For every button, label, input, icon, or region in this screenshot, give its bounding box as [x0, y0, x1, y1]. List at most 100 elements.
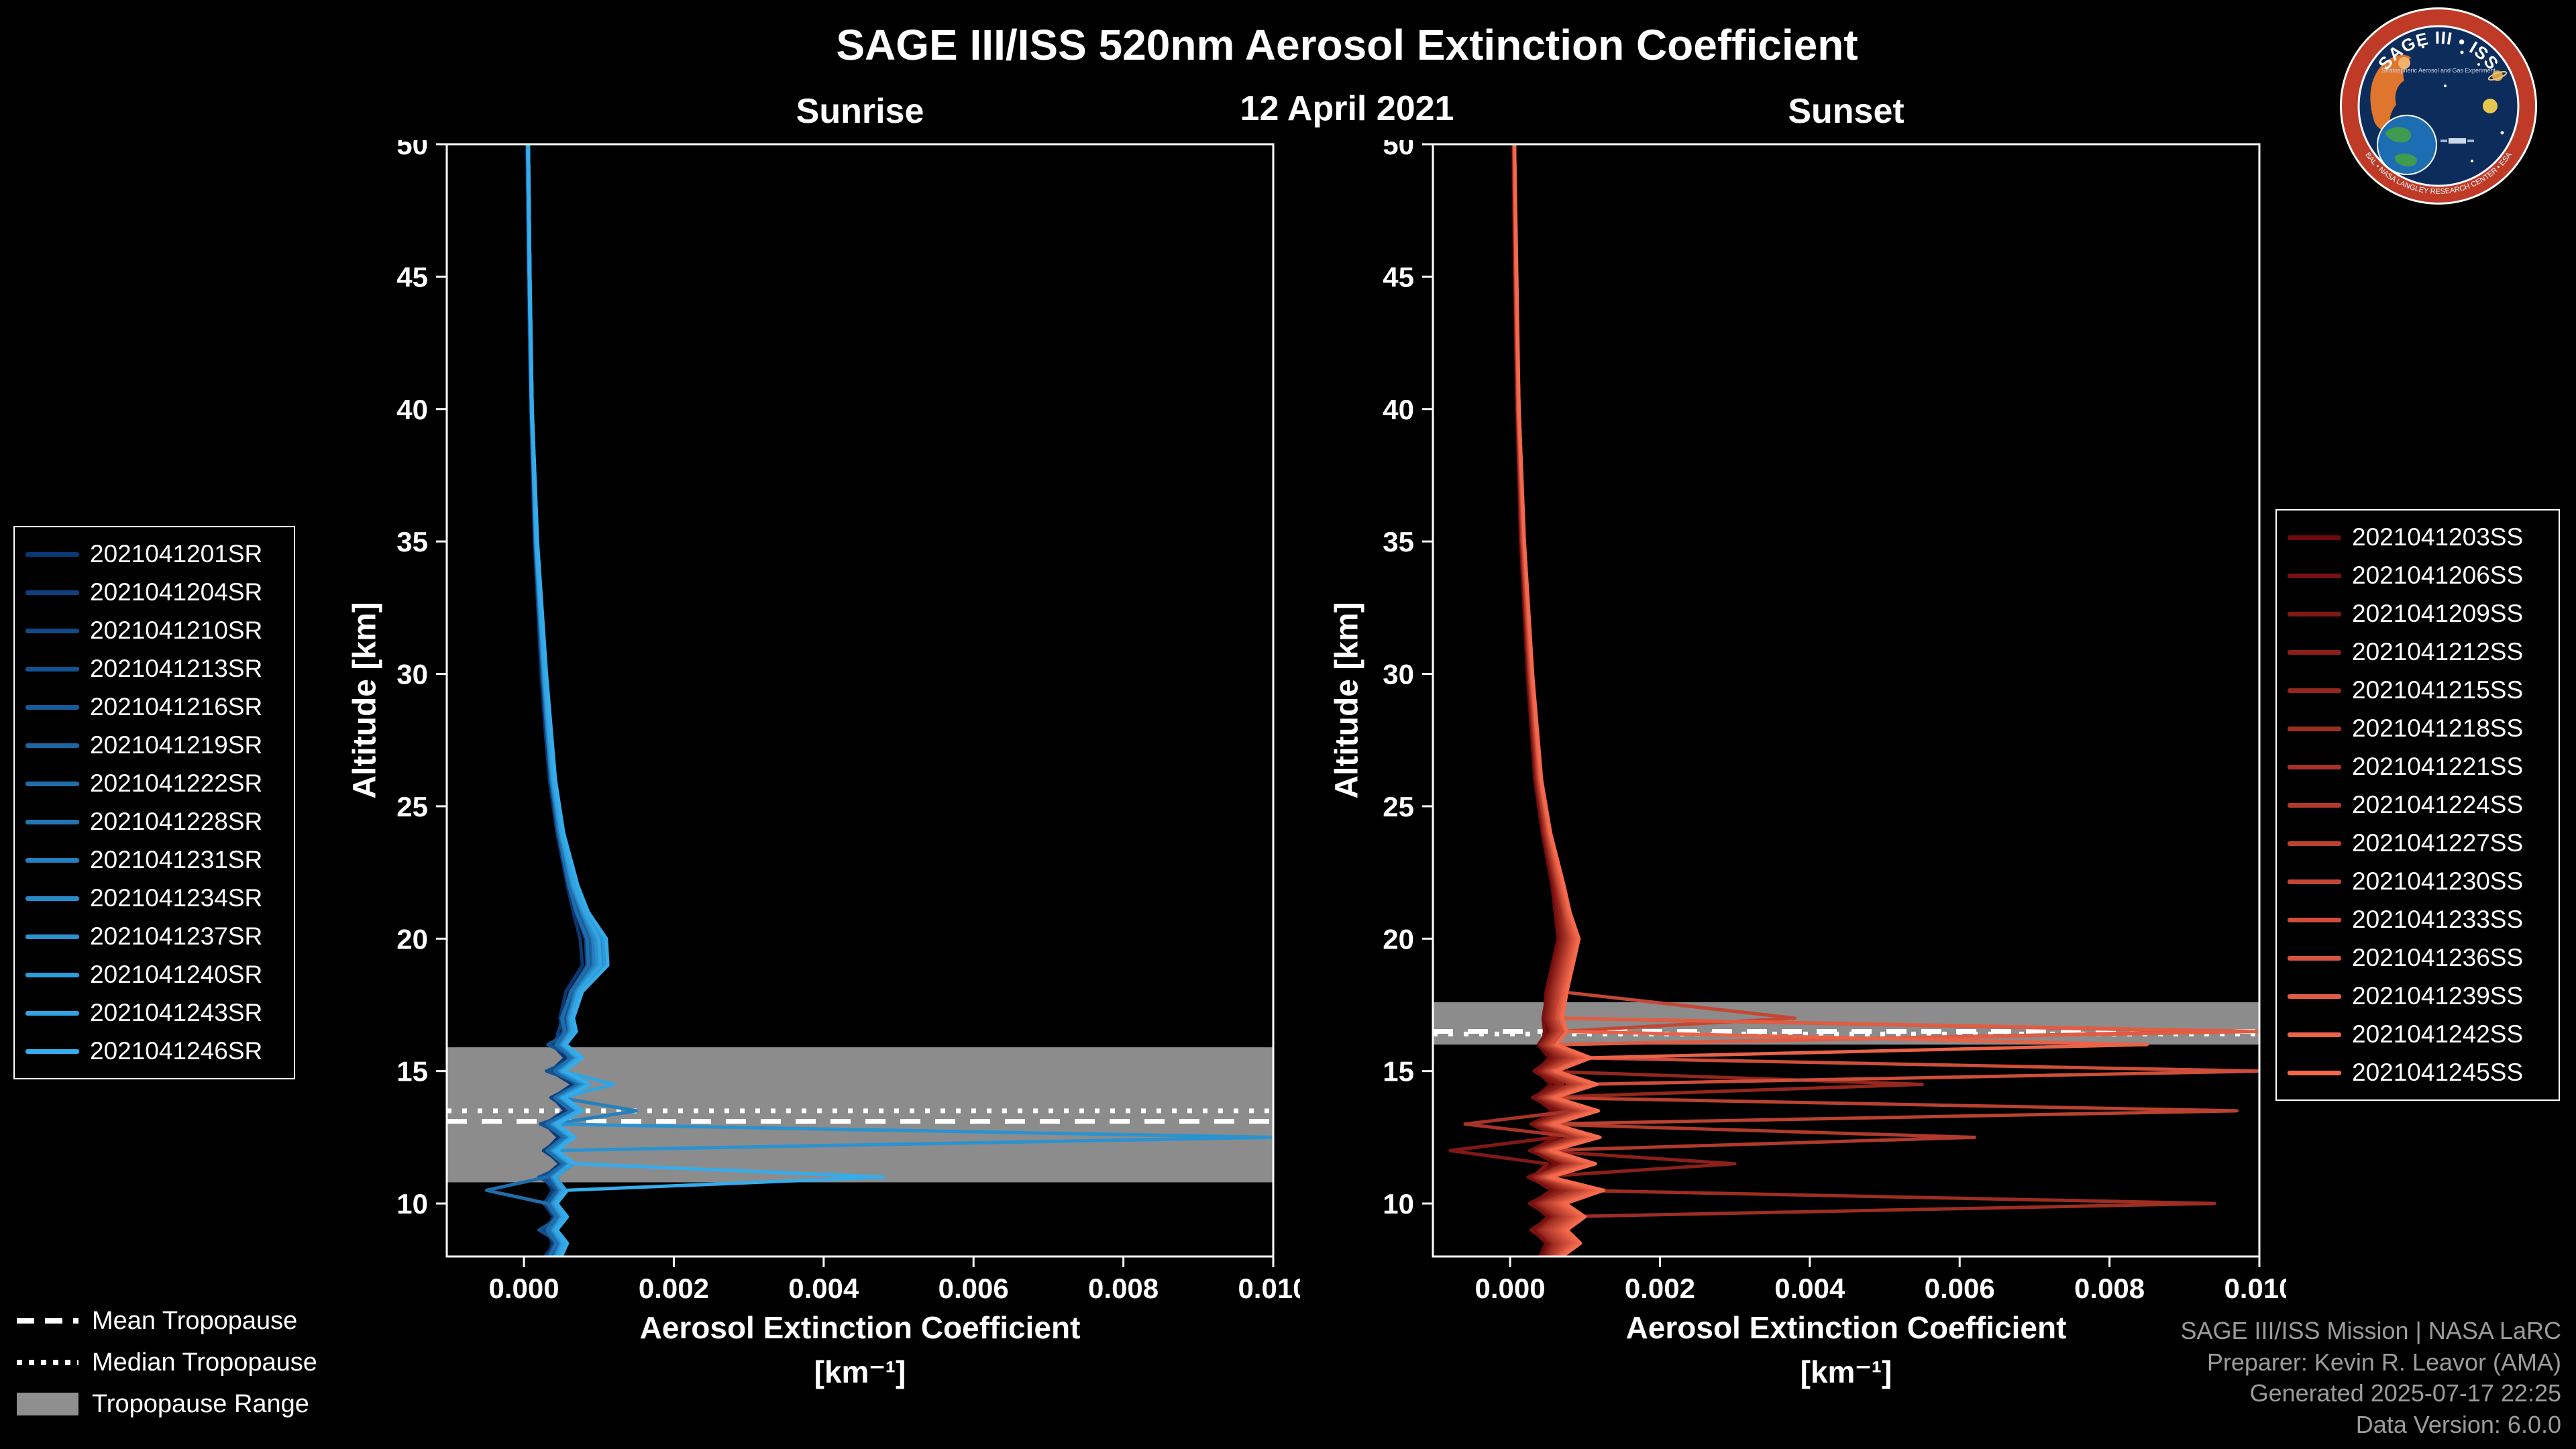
y-tick-label: 15	[396, 1056, 428, 1087]
tropopause-range-label: Tropopause Range	[92, 1389, 309, 1418]
legend-item: 2021041219SR	[25, 731, 283, 760]
legend-line-swatch	[2288, 688, 2341, 693]
y-tick-label: 35	[1383, 526, 1414, 557]
legend-line-swatch	[25, 857, 79, 863]
legend-label: 2021041221SS	[2352, 753, 2524, 780]
legend-label: 2021041206SS	[2352, 561, 2524, 589]
y-tick-label: 10	[1383, 1188, 1414, 1220]
sunrise-panel-title: Sunrise	[796, 92, 924, 131]
legend-item: 2021041212SS	[2288, 637, 2548, 667]
legend-line-swatch	[2288, 841, 2341, 846]
y-tick-label: 45	[1383, 261, 1414, 292]
legend-label: 2021041242SS	[2352, 1020, 2524, 1048]
legend-item: 2021041210SR	[25, 616, 283, 645]
legend-label: 2021041209SS	[2352, 600, 2524, 627]
earth-icon	[2377, 115, 2437, 175]
legend-item: 2021041230SS	[2288, 867, 2548, 896]
legend-label: 2021041245SS	[2352, 1059, 2524, 1086]
sunset-y-axis-label: Altitude [km]	[1329, 602, 1365, 799]
legend-label: 2021041213SR	[90, 655, 263, 682]
legend-item: 2021041224SS	[2288, 790, 2548, 820]
profile-line-2021041233SS	[1513, 144, 2259, 1256]
x-tick-label: 0.004	[788, 1273, 859, 1304]
legend-label: 2021041224SS	[2352, 791, 2524, 818]
legend-item: 2021041227SS	[2288, 828, 2548, 858]
sunrise-y-axis-label: Altitude [km]	[347, 602, 383, 799]
legend-label: 2021041243SR	[90, 999, 263, 1026]
dotted-line-swatch	[17, 1360, 78, 1365]
dashed-line-swatch	[17, 1318, 78, 1324]
plot-frame	[1432, 143, 2261, 1258]
sunrise-chart: 0.000 0.002 0.004 0.006 0.008 0.010 50 45 40 35 30…	[396, 140, 1300, 1304]
legend-item: 2021041245SS	[2288, 1058, 2548, 1087]
legend-item: 2021041221SS	[2288, 752, 2548, 782]
tropopause-range-band	[447, 1047, 1273, 1183]
legend-line-swatch	[2288, 649, 2341, 655]
x-tick-label: 0.010	[1238, 1273, 1300, 1304]
legend-item: 2021041218SS	[2288, 714, 2548, 743]
sunset-panel-title: Sunset	[1788, 92, 1904, 131]
y-tick-label: 20	[396, 923, 428, 955]
mean-tropopause-label: Mean Tropopause	[92, 1306, 298, 1335]
legend-label: 2021041237SR	[90, 922, 263, 950]
legend-item: 2021041206SS	[2288, 561, 2548, 590]
x-tick-label: 0.002	[1625, 1273, 1695, 1304]
tropopause-legend: Mean Tropopause Median Tropopause Tropop…	[17, 1303, 317, 1422]
x-tick-label: 0.004	[1774, 1273, 1845, 1304]
sunrise-x-axis-unit: [km⁻¹]	[814, 1354, 906, 1389]
legend-line-swatch	[2288, 611, 2341, 616]
legend-label: 2021041216SR	[90, 693, 263, 720]
legend-line-swatch	[25, 934, 79, 939]
legend-line-swatch	[25, 972, 79, 977]
y-tick-label: 30	[396, 659, 428, 690]
profile-line-2021041243SR	[526, 144, 616, 1256]
logo-subtitle: Stratospheric Aerosol and Gas Experiment	[2381, 67, 2496, 74]
legend-label: 2021041218SS	[2352, 714, 2524, 742]
x-tick-label: 0.008	[2074, 1273, 2145, 1304]
x-tick-label: 0.010	[2224, 1273, 2286, 1304]
legend-label: 2021041215SS	[2352, 676, 2524, 704]
y-tick-label: 40	[1383, 394, 1414, 425]
legend-line-swatch	[25, 704, 79, 710]
x-tick-label: 0.002	[639, 1273, 709, 1304]
legend-item: 2021041209SS	[2288, 599, 2548, 629]
x-tick-label: 0.006	[938, 1273, 1009, 1304]
legend-label: 2021041227SS	[2352, 829, 2524, 857]
y-tick-label: 50	[1383, 140, 1414, 160]
y-tick-label: 25	[1383, 791, 1414, 822]
sunset-legend: 2021041203SS 2021041206SS 2021041209SS 2021…	[2275, 509, 2560, 1101]
y-tick-label: 25	[396, 791, 428, 822]
credits-mission: SAGE III/ISS Mission | NASA LaRC	[2180, 1316, 2561, 1344]
sunset-x-axis-label: Aerosol Extinction Coefficient	[1625, 1310, 2067, 1345]
legend-item: 2021041222SR	[25, 769, 283, 798]
y-tick-label: 20	[1383, 923, 1414, 955]
page-title: SAGE III/ISS 520nm Aerosol Extinction Co…	[836, 21, 1858, 69]
legend-label: 2021041210SR	[90, 616, 263, 644]
legend-line-swatch	[2288, 1070, 2341, 1075]
legend-item: 2021041215SS	[2288, 676, 2548, 705]
legend-label: 2021041246SR	[90, 1037, 263, 1065]
legend-item: 2021041246SR	[25, 1036, 283, 1066]
mean-tropopause-legend-item: Mean Tropopause	[17, 1303, 317, 1339]
iss-icon	[2440, 138, 2474, 144]
tropopause-range-legend-item: Tropopause Range	[17, 1386, 317, 1422]
profile-line-2021041218SS	[1512, 144, 2216, 1256]
legend-line-swatch	[25, 781, 79, 786]
legend-line-swatch	[2288, 535, 2341, 540]
x-tick-label: 0.000	[488, 1273, 559, 1304]
y-tick-label: 50	[396, 140, 428, 160]
legend-label: 2021041234SR	[90, 884, 263, 912]
legend-item: 2021041240SR	[25, 960, 283, 989]
legend-line-swatch	[2288, 802, 2341, 808]
legend-item: 2021041213SR	[25, 654, 283, 684]
legend-label: 2021041230SS	[2352, 867, 2524, 895]
sunrise-x-axis-label: Aerosol Extinction Coefficient	[639, 1310, 1081, 1345]
credits-data-version: Data Version: 6.0.0	[2355, 1411, 2561, 1439]
legend-line-swatch	[2288, 955, 2341, 961]
credits-generated: Generated 2025-07-17 22:25	[2249, 1379, 2561, 1407]
plot-frame	[445, 143, 1275, 1258]
legend-item: 2021041233SS	[2288, 905, 2548, 934]
y-tick-label: 30	[1383, 659, 1414, 690]
legend-line-swatch	[25, 666, 79, 672]
legend-item: 2021041243SR	[25, 998, 283, 1028]
